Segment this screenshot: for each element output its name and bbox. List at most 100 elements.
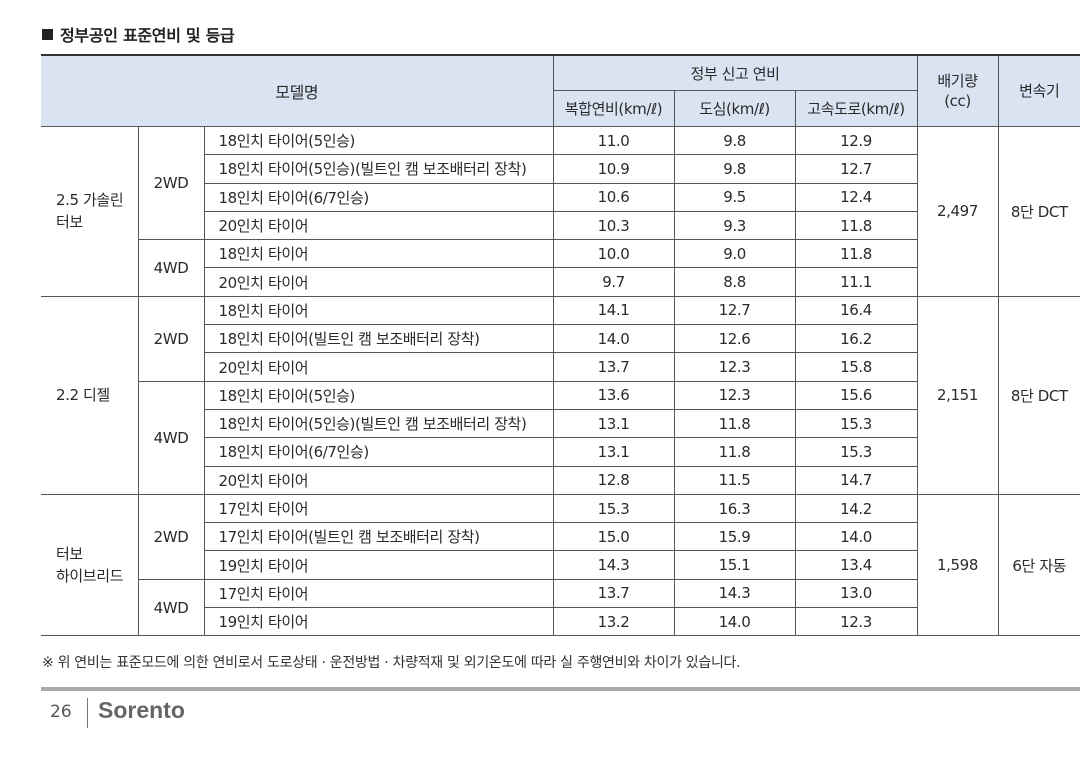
displacement-cell: 2,497: [916, 126, 999, 297]
highway-cell: 14.7: [794, 465, 918, 495]
city-cell: 12.7: [673, 295, 796, 326]
city-cell: 12.3: [673, 380, 796, 410]
highway-cell: 12.9: [794, 125, 918, 156]
engine-cell: 2.5 가솔린 터보: [41, 126, 139, 297]
combined-header: 복합연비(km/ℓ): [553, 90, 675, 127]
displacement-header-line2: (cc): [944, 92, 971, 110]
tire-cell: 18인치 타이어(6/7인승): [204, 182, 554, 212]
table-row: 4WD 18인치 타이어(5인승) 13.6 12.3 15.6: [41, 380, 1080, 495]
displacement-cell: 1,598: [916, 493, 999, 637]
city-cell: 9.8: [673, 154, 796, 184]
highway-header: 고속도로(km/ℓ): [794, 90, 918, 127]
highway-cell: 15.3: [794, 408, 918, 439]
highway-cell: 16.4: [794, 295, 918, 326]
engine-label-line1: 2.2 디젤: [56, 386, 110, 405]
tire-cell: 20인치 타이어: [204, 210, 554, 241]
drive-cell: 2WD: [137, 295, 205, 382]
table-row: 19인치 타이어 14.3 15.1 13.4: [41, 550, 1080, 580]
transmission-cell: 8단 DCT: [997, 295, 1080, 495]
tire-cell: 20인치 타이어: [204, 352, 554, 382]
combined-cell: 15.0: [552, 522, 675, 552]
city-cell: 11.8: [673, 437, 796, 467]
displacement-header: 배기량 (cc): [916, 54, 999, 127]
table-row: 4WD 18인치 타이어 10.0 9.0 11.8: [41, 239, 1080, 297]
combined-cell: 13.7: [552, 578, 675, 609]
table-row: 19인치 타이어 13.2 14.0 12.3: [41, 607, 1080, 637]
highway-cell: 15.6: [794, 380, 918, 410]
highway-cell: 12.3: [794, 607, 918, 637]
combined-cell: 14.0: [552, 324, 675, 354]
tire-cell: 20인치 타이어: [204, 465, 554, 495]
city-cell: 14.3: [673, 578, 796, 609]
drive-cell: 4WD: [138, 239, 205, 297]
drive-cell: 4WD: [138, 380, 205, 495]
tire-cell: 17인치 타이어(빌트인 캠 보조배터리 장착): [204, 522, 554, 552]
drive-cell: 4WD: [138, 578, 205, 637]
city-cell: 8.8: [673, 267, 796, 297]
displacement-cell: 2,151: [916, 295, 999, 495]
combined-cell: 15.3: [552, 493, 675, 524]
gov-fuel-header: 정부 신고 연비: [552, 54, 918, 91]
city-cell: 11.5: [673, 465, 796, 495]
highway-cell: 14.0: [794, 522, 918, 552]
fuel-table-body: 2.5 가솔린 터보 2WD 18인치 타이어(5인승) 11.0 9.8 12.9 2,49…: [41, 125, 1080, 637]
combined-cell: 13.6: [552, 380, 675, 410]
engine-label-line1: 2.5 가솔린: [56, 191, 124, 210]
tire-cell: 18인치 타이어: [203, 295, 554, 326]
combined-cell: 10.3: [552, 210, 675, 241]
city-cell: 9.0: [673, 239, 796, 269]
engine-cell: 2.2 디젤: [41, 295, 139, 495]
city-cell: 12.3: [673, 352, 796, 382]
section-title-text: 정부공인 표준연비 및 등급: [60, 26, 235, 45]
city-cell: 16.3: [673, 493, 796, 524]
city-cell: 12.6: [673, 324, 796, 354]
combined-cell: 9.7: [552, 267, 675, 297]
table-row: 17인치 타이어(빌트인 캠 보조배터리 장착) 15.0 15.9 14.0: [41, 522, 1080, 552]
highway-cell: 13.0: [794, 578, 918, 609]
square-bullet-icon: [42, 29, 53, 40]
fuel-economy-table: 모델명 정부 신고 연비 배기량 (cc) 변속기 복합연비(km/ℓ) 도심(k…: [41, 54, 1080, 637]
city-header: 도심(km/ℓ): [673, 90, 796, 127]
section-title: 정부공인 표준연비 및 등급: [42, 22, 235, 46]
combined-cell: 10.0: [552, 239, 675, 269]
page-number: 26: [50, 702, 72, 722]
combined-cell: 13.1: [552, 437, 675, 467]
transmission-cell: 8단 DCT: [997, 126, 1080, 297]
tire-cell: 18인치 타이어(5인승)(빌트인 캠 보조배터리 장착): [204, 408, 554, 439]
combined-cell: 13.7: [552, 352, 675, 382]
table-row: 2.5 가솔린 터보 2WD 18인치 타이어(5인승) 11.0 9.8 12.9 2,49…: [41, 125, 1080, 297]
highway-cell: 15.3: [794, 437, 918, 467]
table-row: 20인치 타이어 9.7 8.8 11.1: [41, 267, 1080, 297]
table-row: 4WD 17인치 타이어 13.7 14.3 13.0: [41, 578, 1080, 637]
displacement-header-line1: 배기량: [937, 72, 978, 90]
combined-cell: 10.9: [552, 154, 675, 184]
tire-cell: 18인치 타이어(5인승): [203, 125, 554, 156]
engine-label-line1: 터보: [56, 545, 83, 564]
tire-cell: 19인치 타이어: [204, 550, 554, 580]
city-cell: 11.8: [673, 408, 796, 439]
drive-cell: 2WD: [137, 125, 205, 241]
city-cell: 14.0: [673, 607, 796, 637]
footer-rule: [41, 687, 1080, 691]
highway-cell: 14.2: [794, 493, 918, 524]
tire-cell: 19인치 타이어: [204, 607, 554, 637]
tire-cell: 18인치 타이어(5인승): [203, 380, 554, 410]
city-cell: 9.3: [673, 210, 796, 241]
table-row: 터보 하이브리드 2WD 17인치 타이어 15.3 16.3 14.2 1,598 6단 자동: [41, 493, 1080, 637]
combined-cell: 13.2: [552, 607, 675, 637]
highway-cell: 13.4: [794, 550, 918, 580]
tire-cell: 18인치 타이어: [203, 239, 554, 269]
tire-cell: 18인치 타이어(빌트인 캠 보조배터리 장착): [204, 324, 554, 354]
city-cell: 15.1: [673, 550, 796, 580]
combined-cell: 13.1: [552, 408, 675, 439]
table-row: 20인치 타이어 12.8 11.5 14.7: [41, 465, 1080, 495]
combined-cell: 11.0: [552, 125, 675, 156]
engine-cell: 터보 하이브리드: [41, 493, 139, 637]
brand-logo: Sorento: [98, 697, 185, 723]
footnote: ※ 위 연비는 표준모드에 의한 연비로서 도로상태 · 운전방법 · 차량적재…: [42, 655, 741, 671]
model-header: 모델명: [41, 54, 554, 127]
combined-cell: 12.8: [552, 465, 675, 495]
table-row: 20인치 타이어 13.7 12.3 15.8: [41, 352, 1080, 382]
highway-cell: 11.8: [794, 239, 918, 269]
table-row: 20인치 타이어 10.3 9.3 11.8: [41, 210, 1080, 241]
